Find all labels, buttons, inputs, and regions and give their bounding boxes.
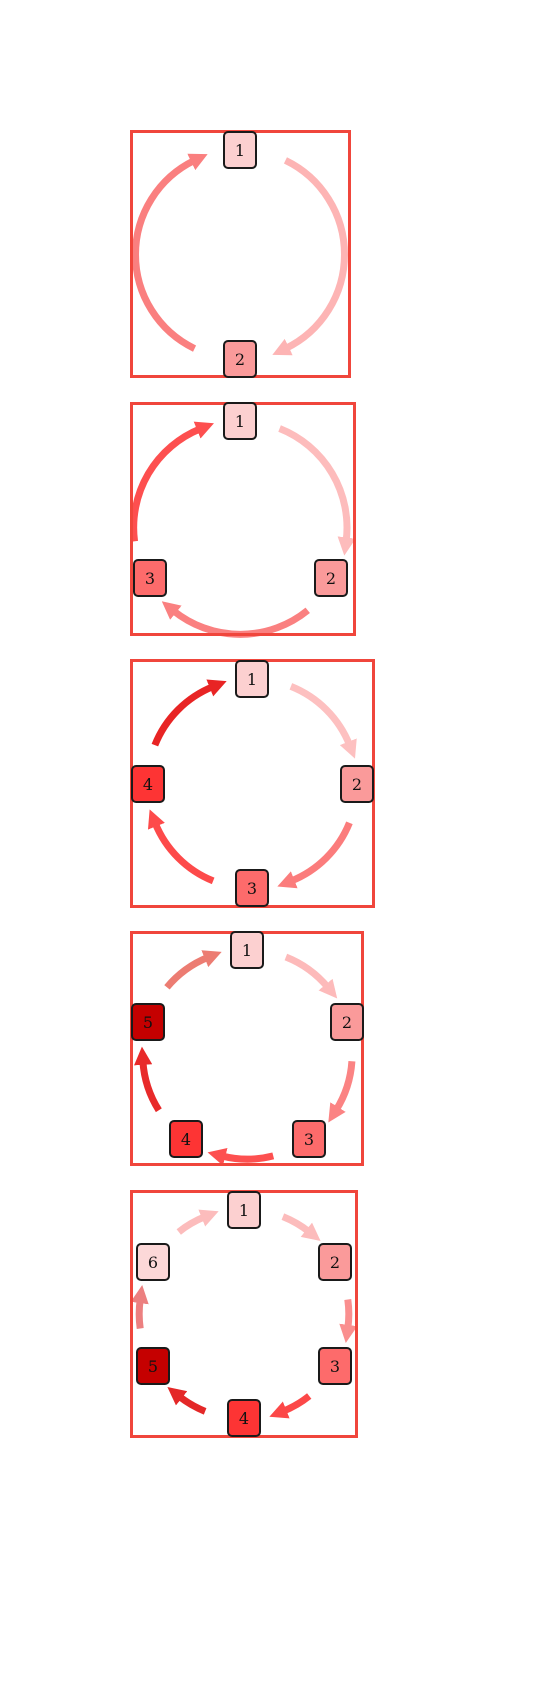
step-node-1: 1 xyxy=(230,931,264,969)
arrow-6-to-1 xyxy=(176,1209,219,1235)
arrow-2-to-3 xyxy=(277,821,353,889)
step-node-4: 4 xyxy=(227,1399,261,1437)
step-node-3: 3 xyxy=(318,1347,352,1385)
arrow-2-to-3 xyxy=(339,1298,358,1343)
step-node-3: 3 xyxy=(235,869,269,907)
step-node-1: 1 xyxy=(223,131,257,169)
step-node-4: 4 xyxy=(169,1120,203,1158)
step-node-1: 1 xyxy=(235,660,269,698)
arrow-1-to-2 xyxy=(284,953,338,999)
step-node-2: 2 xyxy=(340,765,374,803)
arrow-1-to-2 xyxy=(281,1213,321,1242)
step-node-2: 2 xyxy=(314,559,348,597)
step-node-1: 1 xyxy=(223,402,257,440)
step-node-4: 4 xyxy=(131,765,165,803)
step-node-2: 2 xyxy=(318,1243,352,1281)
arrow-1-to-2 xyxy=(272,157,348,356)
arrow-3-to-4 xyxy=(207,1148,275,1166)
arrow-1-to-2 xyxy=(278,425,356,556)
arrow-1-to-2 xyxy=(289,683,357,759)
step-node-5: 5 xyxy=(131,1003,165,1041)
step-node-2: 2 xyxy=(223,340,257,378)
arrow-4-to-5 xyxy=(134,1046,162,1113)
step-node-3: 3 xyxy=(292,1120,326,1158)
arrow-4-to-5 xyxy=(167,1386,207,1415)
step-node-3: 3 xyxy=(133,559,167,597)
step-node-2: 2 xyxy=(330,1003,364,1041)
arrow-3-to-4 xyxy=(269,1393,312,1419)
step-node-1: 1 xyxy=(227,1191,261,1229)
step-node-6: 6 xyxy=(136,1243,170,1281)
arrow-2-to-3 xyxy=(328,1060,356,1123)
step-node-5: 5 xyxy=(136,1347,170,1385)
arrow-5-to-6 xyxy=(130,1285,149,1330)
arrow-2-to-1 xyxy=(132,153,208,352)
arrow-3-to-1 xyxy=(130,421,214,542)
arrow-4-to-1 xyxy=(151,679,227,747)
arrow-5-to-1 xyxy=(164,950,222,990)
arrow-3-to-4 xyxy=(147,809,215,885)
